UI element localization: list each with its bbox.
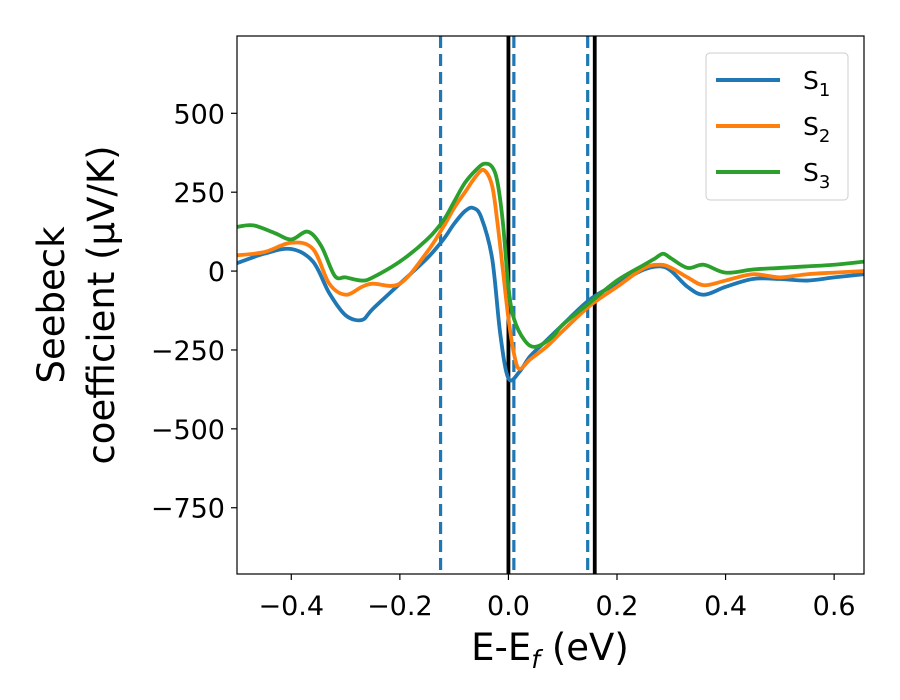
x-axis-title-main: E-E — [471, 626, 531, 669]
y-tick-label: −750 — [151, 494, 225, 525]
series-line-s1 — [237, 205, 864, 383]
y-axis-title-line1: Seebeck — [30, 226, 73, 384]
x-tick-label: 0.6 — [813, 591, 856, 622]
y-axis-title: Seebeck coefficient (μV/K) — [30, 145, 123, 464]
x-axis-title: E-Ef (eV) — [471, 626, 629, 674]
y-tick-label: 500 — [173, 99, 225, 130]
x-tick-label: −0.4 — [259, 591, 325, 622]
series-line-s2 — [237, 167, 864, 371]
series-line-s3 — [237, 161, 864, 349]
x-tick-label: 0.4 — [704, 591, 747, 622]
y-tick-label: −250 — [151, 336, 225, 367]
plot-frame — [236, 35, 865, 575]
legend-label-s2: S2 — [803, 112, 830, 147]
x-axis-ticks: −0.4 −0.2 0.0 0.2 0.4 0.6 — [259, 574, 856, 622]
series-lines — [237, 161, 864, 383]
legend: S1 S2 S3 — [705, 52, 849, 201]
legend-label-s3: S3 — [803, 158, 830, 193]
x-tick-label: −0.2 — [367, 591, 433, 622]
y-tick-label: 250 — [173, 178, 225, 209]
x-tick-label: 0.0 — [487, 591, 530, 622]
legend-label-s1: S1 — [803, 66, 830, 101]
y-axis-title-line2: coefficient (μV/K) — [80, 145, 123, 464]
x-axis-title-unit: (eV) — [540, 626, 629, 669]
y-tick-label: −500 — [151, 415, 225, 446]
y-axis-ticks: 500 250 0 −250 −500 −750 — [151, 99, 237, 525]
x-tick-label: 0.2 — [596, 591, 639, 622]
y-tick-label: 0 — [208, 257, 225, 288]
